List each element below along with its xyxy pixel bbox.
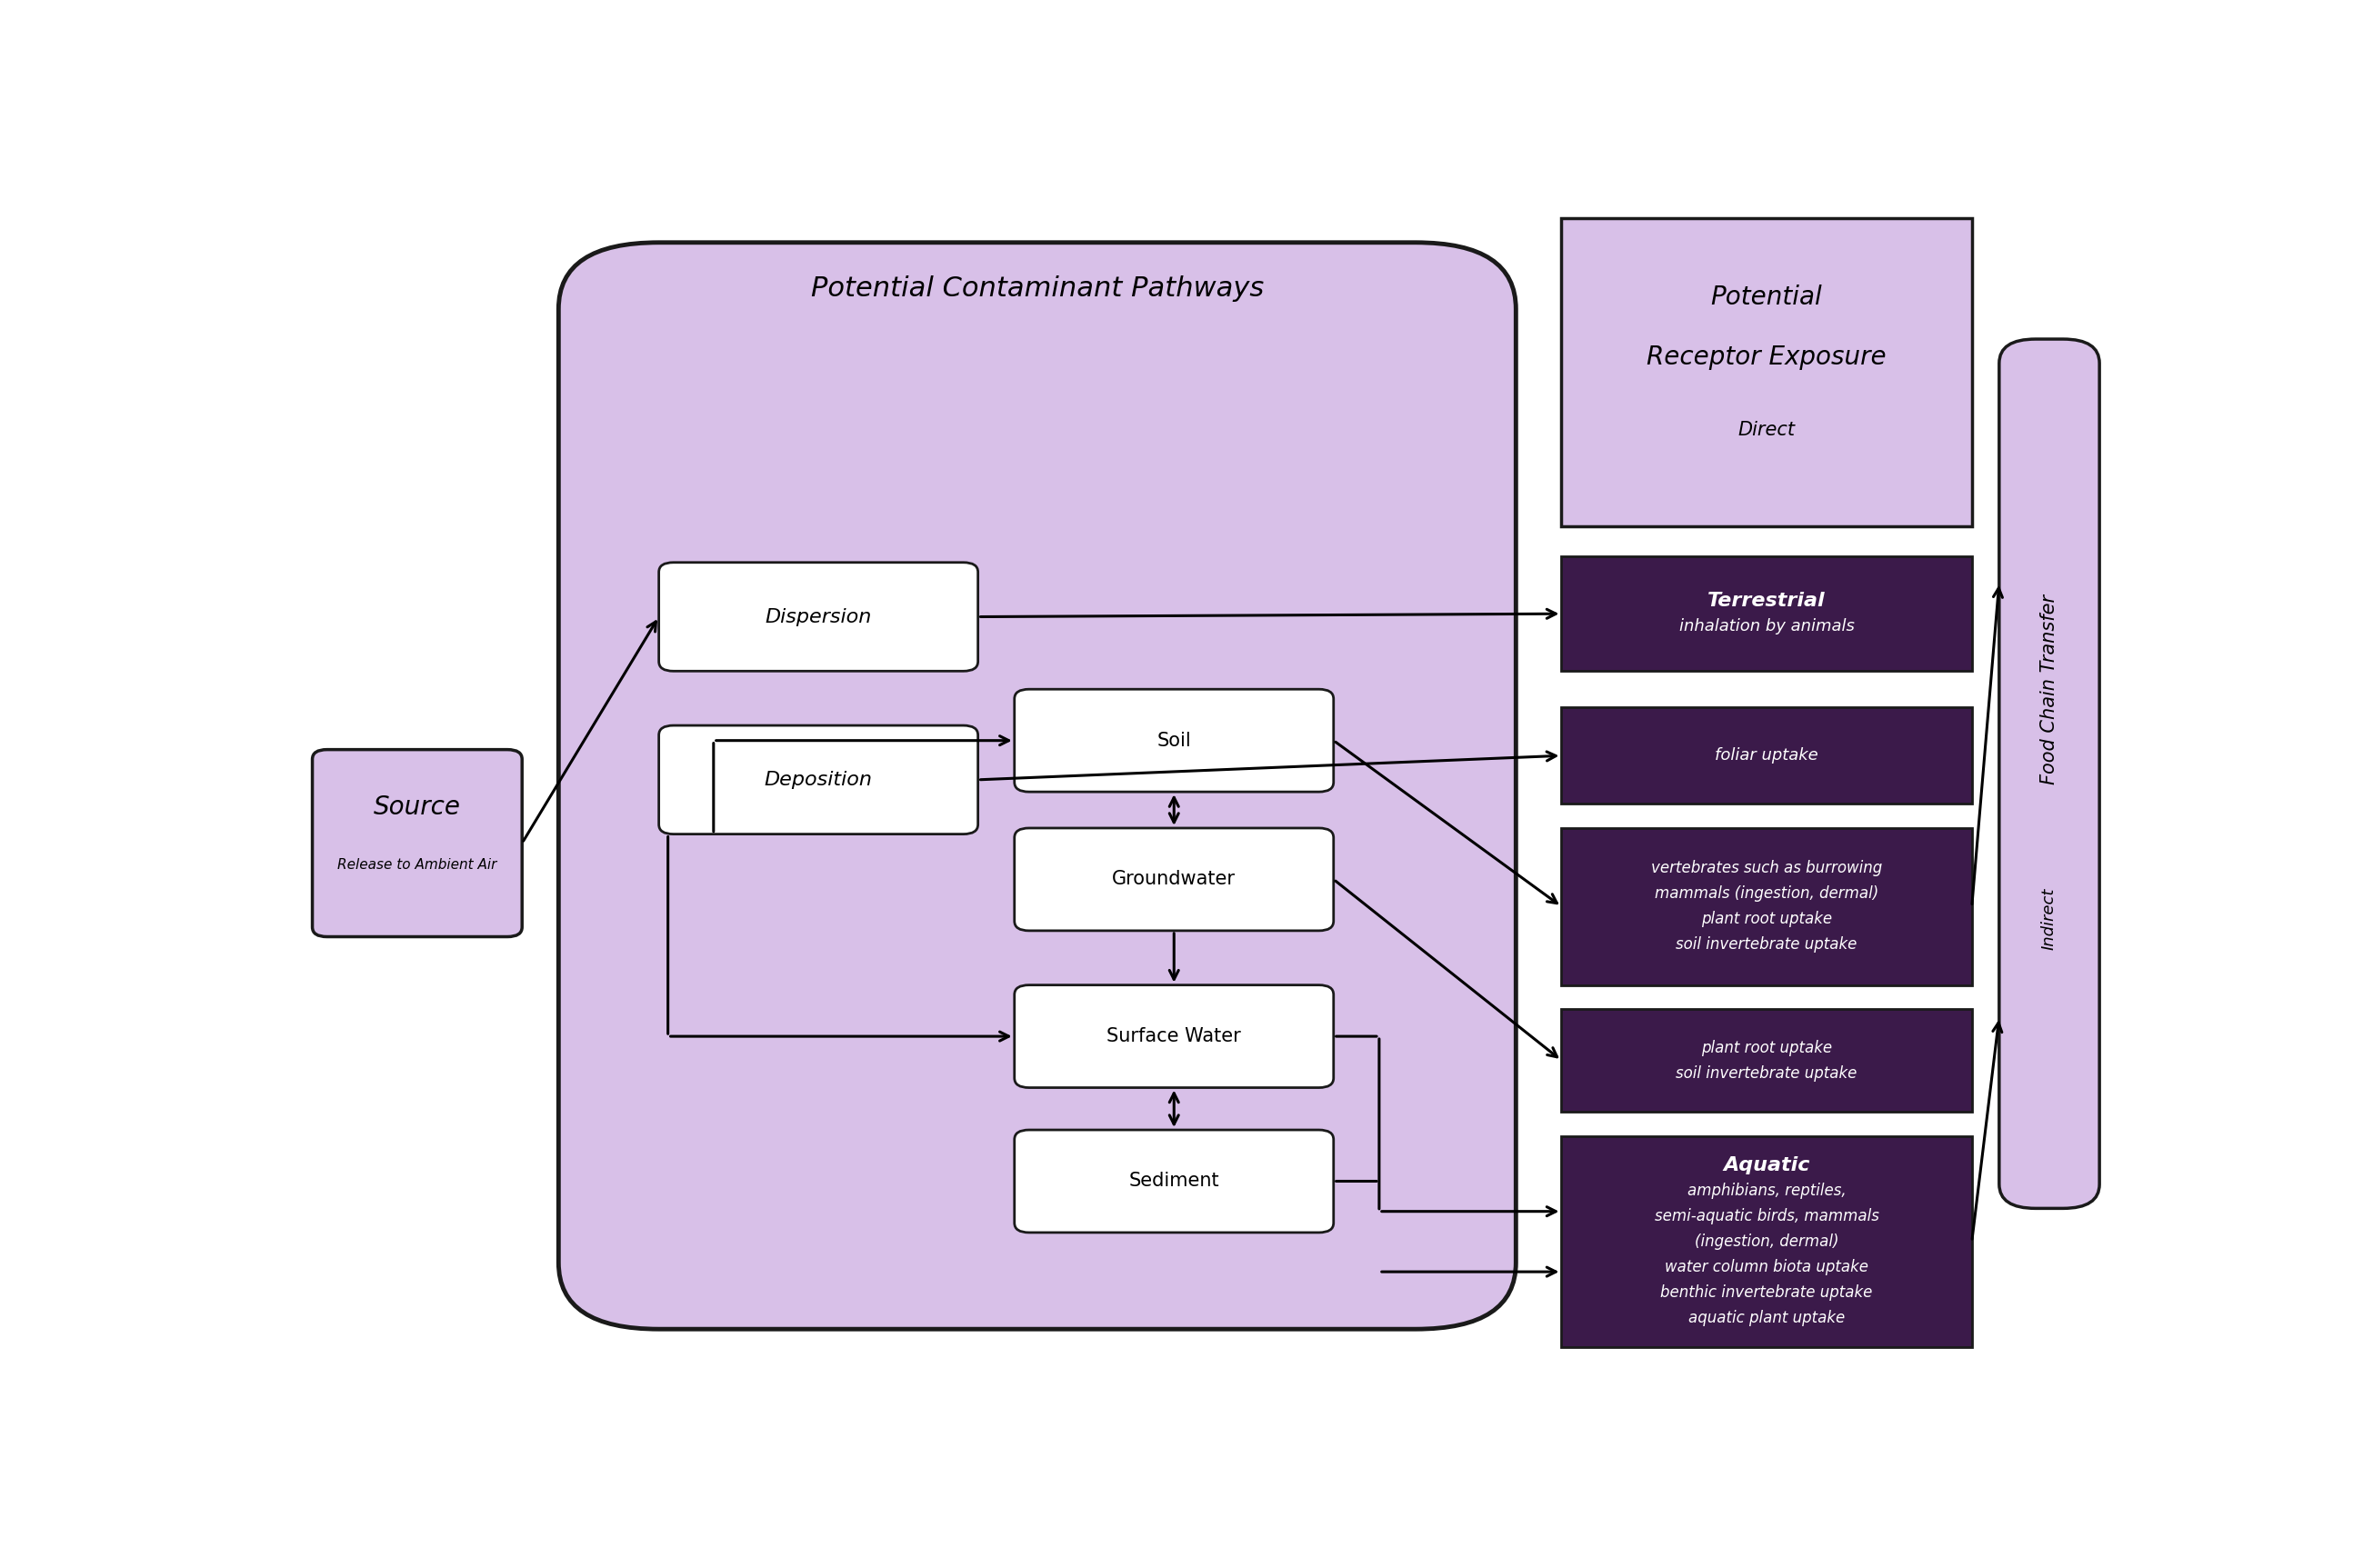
FancyBboxPatch shape [1562,828,1972,985]
FancyBboxPatch shape [1014,1131,1334,1232]
Text: Dispersion: Dispersion [765,608,871,626]
Text: Source: Source [374,795,461,820]
Text: inhalation by animals: inhalation by animals [1680,618,1854,635]
FancyBboxPatch shape [659,563,979,671]
Text: Release to Ambient Air: Release to Ambient Air [336,858,496,872]
Text: foliar uptake: foliar uptake [1715,748,1819,764]
Text: Potential Contaminant Pathways: Potential Contaminant Pathways [812,276,1264,301]
FancyBboxPatch shape [1562,557,1972,671]
Text: Terrestrial: Terrestrial [1708,593,1826,610]
Text: vertebrates such as burrowing: vertebrates such as burrowing [1652,861,1882,877]
Text: Deposition: Deposition [765,771,873,789]
FancyBboxPatch shape [659,726,979,834]
Text: Aquatic: Aquatic [1722,1157,1809,1174]
Text: Groundwater: Groundwater [1113,870,1235,889]
Text: benthic invertebrate uptake: benthic invertebrate uptake [1661,1284,1873,1300]
FancyBboxPatch shape [1562,218,1972,527]
Text: soil invertebrate uptake: soil invertebrate uptake [1675,936,1857,953]
FancyBboxPatch shape [1562,1010,1972,1112]
Text: aquatic plant uptake: aquatic plant uptake [1689,1309,1845,1327]
Text: Indirect: Indirect [2040,887,2057,950]
Text: water column biota uptake: water column biota uptake [1666,1259,1868,1275]
Text: Soil: Soil [1158,731,1191,750]
FancyBboxPatch shape [1562,707,1972,804]
FancyBboxPatch shape [2000,339,2099,1209]
Text: Surface Water: Surface Water [1106,1027,1240,1046]
Text: amphibians, reptiles,: amphibians, reptiles, [1687,1182,1847,1200]
Text: semi-aquatic birds, mammals: semi-aquatic birds, mammals [1654,1207,1880,1225]
Text: Food Chain Transfer: Food Chain Transfer [2040,594,2059,784]
Text: plant root uptake: plant root uptake [1701,1040,1833,1055]
FancyBboxPatch shape [313,750,522,936]
Text: Sediment: Sediment [1129,1173,1219,1190]
Text: (ingestion, dermal): (ingestion, dermal) [1694,1234,1838,1250]
Text: Potential: Potential [1711,284,1824,309]
FancyBboxPatch shape [1014,690,1334,792]
FancyBboxPatch shape [1562,1135,1972,1347]
Text: mammals (ingestion, dermal): mammals (ingestion, dermal) [1654,886,1878,902]
Text: plant root uptake: plant root uptake [1701,911,1833,927]
FancyBboxPatch shape [1014,985,1334,1088]
Text: Receptor Exposure: Receptor Exposure [1647,345,1887,370]
FancyBboxPatch shape [1014,828,1334,931]
FancyBboxPatch shape [558,243,1515,1330]
Text: soil invertebrate uptake: soil invertebrate uptake [1675,1065,1857,1082]
Text: Direct: Direct [1739,420,1795,439]
